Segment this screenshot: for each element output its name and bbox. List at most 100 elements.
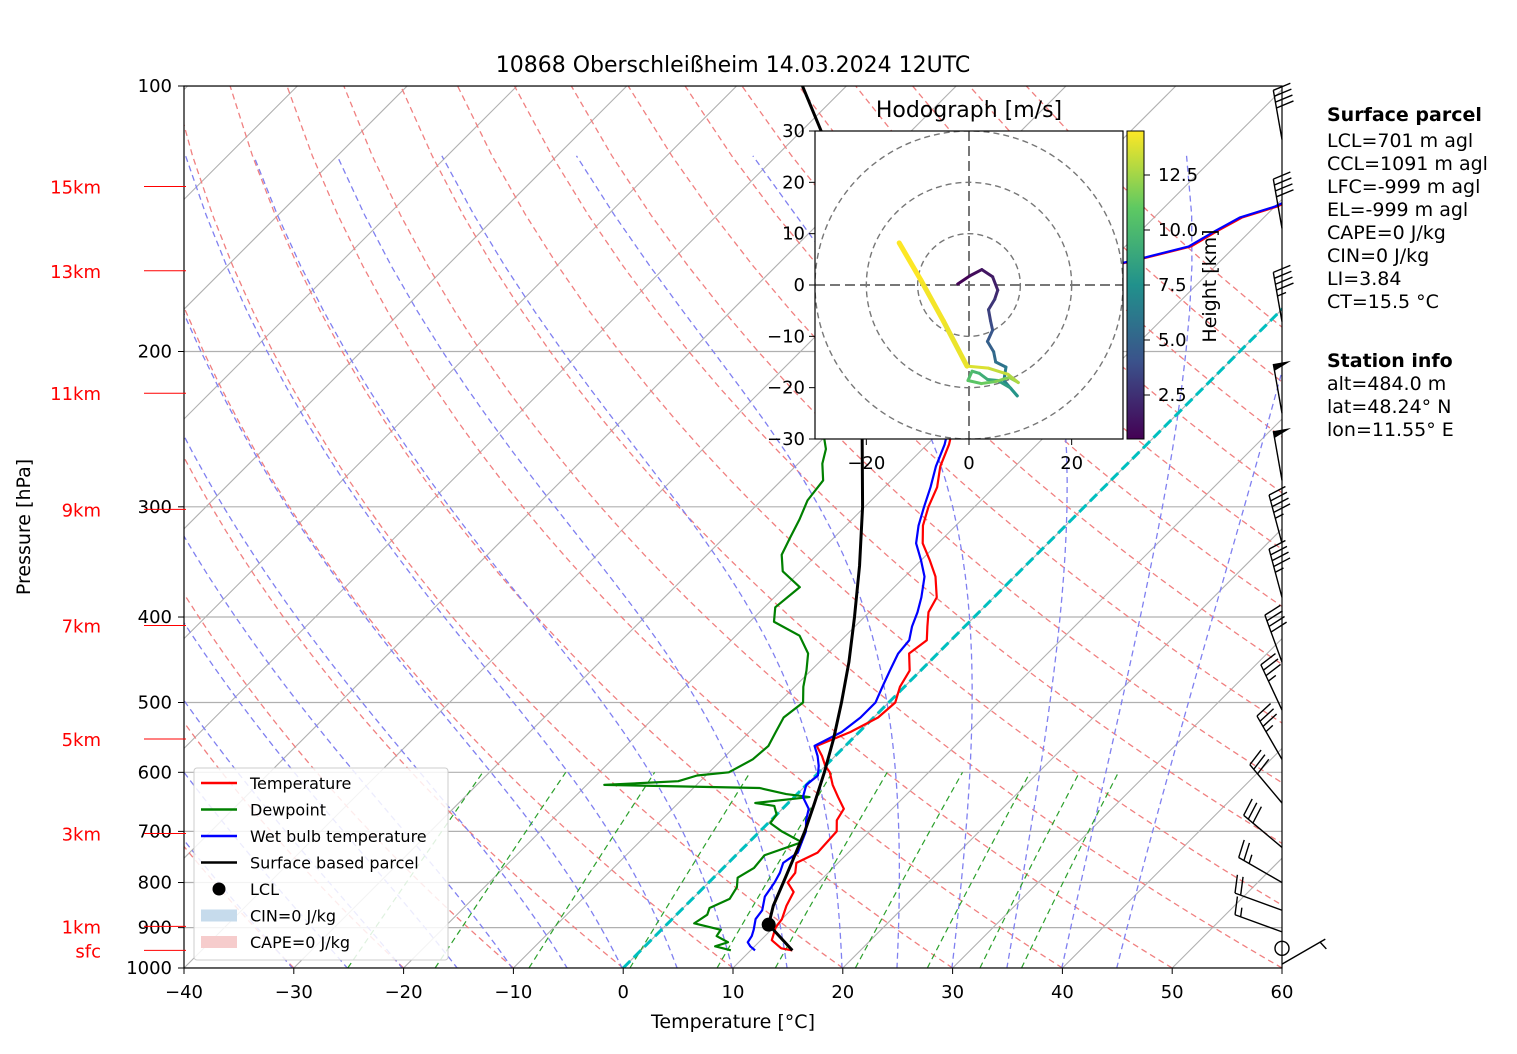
- parcel-lcl: LCL=701 m agl: [1327, 130, 1473, 152]
- hodograph-segment: [1008, 386, 1019, 398]
- isotherm: [184, 86, 737, 640]
- hodograph-segment: [985, 328, 995, 343]
- x-tick-label: −40: [165, 982, 203, 1003]
- hodograph-x-tick-label: 0: [963, 453, 974, 474]
- barb-shaft: [1281, 938, 1326, 965]
- colorbar-ticks: 2.5 5.0 7.5 10.0 12.5: [1144, 165, 1198, 406]
- parcel-cin: CIN=0 J/kg: [1327, 245, 1429, 267]
- legend-box: [193, 767, 449, 961]
- barb-shaft: [1272, 272, 1283, 322]
- x-tick-label: −20: [385, 982, 423, 1003]
- x-axis-label: Temperature [°C]: [650, 1011, 815, 1033]
- hodograph-segment: [989, 319, 995, 332]
- station-alt: alt=484.0 m: [1327, 373, 1446, 395]
- legend-label: Dewpoint: [250, 801, 326, 820]
- barb-half: [1248, 854, 1253, 864]
- hodograph-trace: [896, 240, 1020, 398]
- hodograph-y-tick-label: −30: [767, 429, 805, 450]
- barb-full: [1273, 82, 1291, 91]
- dry-adiabat: [513, 86, 1282, 845]
- hodograph-segment: [1006, 372, 1020, 385]
- mixing-ratio-line: [1020, 772, 1119, 968]
- wind-barb: [1234, 896, 1283, 933]
- barb-full: [1271, 551, 1289, 562]
- barb-full: [1274, 270, 1292, 279]
- moist-adiabat: [1116, 368, 1282, 968]
- barb-full: [1271, 497, 1289, 508]
- legend-label: Surface based parcel: [250, 854, 419, 873]
- barb-full: [1247, 802, 1258, 820]
- barb-shaft: [1272, 178, 1283, 229]
- wind-barb: [1256, 703, 1283, 760]
- y-tick-label: 1000: [126, 958, 172, 979]
- barb-shaft: [1264, 614, 1283, 663]
- y-tick-label: 400: [138, 607, 172, 628]
- hodograph-segment: [992, 350, 998, 364]
- dry-adiabat: [286, 86, 1063, 968]
- moist-adiabat: [575, 155, 901, 968]
- dry-adiabat: [229, 86, 953, 968]
- barb-full: [1262, 713, 1278, 727]
- barb-full: [1257, 758, 1270, 775]
- barb-shaft: [1234, 914, 1283, 933]
- hodograph-segment: [940, 318, 970, 369]
- station-lon: lon=11.55° E: [1327, 419, 1454, 441]
- wind-barb: [1274, 940, 1290, 957]
- hodograph-segment: [956, 274, 972, 286]
- wind-barb: [1272, 171, 1294, 229]
- x-tick-label: 10: [722, 982, 745, 1003]
- barb-half: [1268, 674, 1277, 682]
- barb-full: [1273, 264, 1291, 274]
- wind-barb: [1272, 360, 1292, 414]
- parcel-li: LI=3.84: [1327, 268, 1401, 290]
- hodograph-segment: [994, 375, 1011, 384]
- barb-full: [1270, 545, 1288, 556]
- parcel-el: EL=-999 m agl: [1327, 199, 1468, 221]
- y-tick-label: 500: [138, 692, 172, 713]
- wind-barb: [1272, 82, 1294, 140]
- mixing-ratio-line: [629, 772, 751, 968]
- isotherm: [732, 418, 1282, 968]
- x-tick-label: 40: [1051, 982, 1074, 1003]
- parcel-ct: CT=15.5 °C: [1327, 291, 1439, 313]
- dry-adiabat: [184, 305, 734, 968]
- x-tick-label: 20: [831, 982, 854, 1003]
- mixing-ratio-line: [434, 771, 567, 968]
- barb-full: [1276, 100, 1294, 109]
- colorbar-tick-label: 10.0: [1158, 220, 1198, 241]
- lcl-marker: [761, 917, 776, 932]
- hodograph-x-tick-label: −20: [847, 453, 885, 474]
- x-tick-label: 60: [1271, 982, 1294, 1003]
- barb-shaft: [1268, 494, 1283, 544]
- moist-adiabat: [441, 155, 843, 968]
- dry-adiabat: [343, 86, 1173, 968]
- barb-half: [1277, 291, 1287, 297]
- barb-full: [1273, 503, 1291, 514]
- calm-circle: [1274, 940, 1290, 957]
- hodograph-segment: [979, 380, 998, 386]
- hodograph-y-tick-label: −10: [767, 326, 805, 347]
- hodograph-segment: [987, 308, 993, 323]
- x-tick-label: −10: [494, 982, 532, 1003]
- barb-full: [1234, 874, 1239, 894]
- hodograph-y-tick-label: 10: [782, 224, 805, 245]
- hodograph-grid: [815, 131, 1123, 439]
- hodograph-segment: [985, 339, 996, 354]
- hodograph-segment: [966, 369, 974, 382]
- isotherm: [184, 86, 628, 530]
- colorbar-label: Height [km]: [1199, 229, 1221, 342]
- barb-full: [1260, 652, 1276, 666]
- height-label: 1km: [62, 917, 101, 938]
- barb-shaft: [1234, 892, 1283, 911]
- hodograph-y-tick-label: 20: [782, 172, 805, 193]
- y-tick-label: 700: [138, 821, 172, 842]
- hodograph-segment: [968, 268, 984, 278]
- barb-full: [1262, 658, 1279, 671]
- mixing-ratio-line: [774, 772, 888, 968]
- wind-barb: [1249, 749, 1283, 804]
- zero-isotherm: [622, 307, 1282, 968]
- barb-full: [1266, 610, 1283, 622]
- wind-barb: [1272, 428, 1292, 481]
